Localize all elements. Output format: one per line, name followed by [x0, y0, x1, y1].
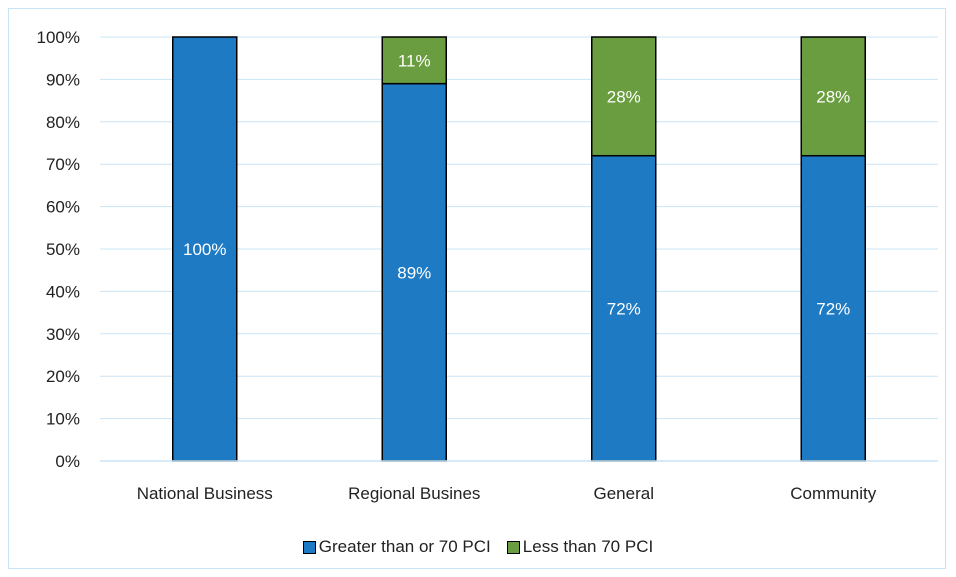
legend-label-greater: Greater than or 70 PCI	[318, 537, 491, 556]
x-category-label: National Business	[137, 484, 273, 503]
legend: Greater than or 70 PCI Less than 70 PCI	[0, 537, 956, 557]
y-tick-label: 50%	[46, 240, 80, 259]
bar-segment	[591, 154, 657, 462]
legend-label-less: Less than 70 PCI	[522, 537, 654, 556]
y-tick-label: 20%	[46, 367, 80, 386]
data-label: 28%	[816, 87, 850, 106]
legend-swatch-less	[506, 540, 520, 554]
y-tick-label: 30%	[46, 325, 80, 344]
data-label: 72%	[607, 299, 641, 318]
data-label: 72%	[816, 299, 850, 318]
bar-segment	[800, 36, 866, 157]
legend-item-greater: Greater than or 70 PCI	[302, 537, 491, 557]
bar-segment	[381, 36, 447, 85]
bar-segment	[381, 82, 447, 462]
legend-swatch-greater	[302, 540, 316, 554]
bar-segment	[172, 36, 238, 462]
x-category-label: General	[594, 484, 654, 503]
x-category-label: Community	[790, 484, 876, 503]
stacked-bar-chart: 0% 10% 20% 30% 40% 50% 60% 70% 80% 90% 100% 100% Nat…	[37, 28, 938, 503]
y-tick-label: 90%	[46, 70, 80, 89]
chart-frame	[8, 8, 946, 569]
data-label: 89%	[397, 263, 431, 282]
y-tick-label: 10%	[46, 410, 80, 429]
y-tick-label: 80%	[46, 113, 80, 132]
y-tick-label: 40%	[46, 282, 80, 301]
legend-item-less: Less than 70 PCI	[506, 537, 654, 557]
data-label: 11%	[398, 51, 431, 70]
y-tick-label: 100%	[37, 28, 80, 47]
y-tick-label: 60%	[46, 198, 80, 217]
x-category-label: Regional Busines	[348, 484, 480, 503]
data-label: 28%	[607, 87, 641, 106]
data-label: 100%	[183, 240, 226, 259]
y-tick-label: 70%	[46, 155, 80, 174]
y-tick-label: 0%	[55, 452, 80, 471]
bar-segment	[591, 36, 657, 157]
